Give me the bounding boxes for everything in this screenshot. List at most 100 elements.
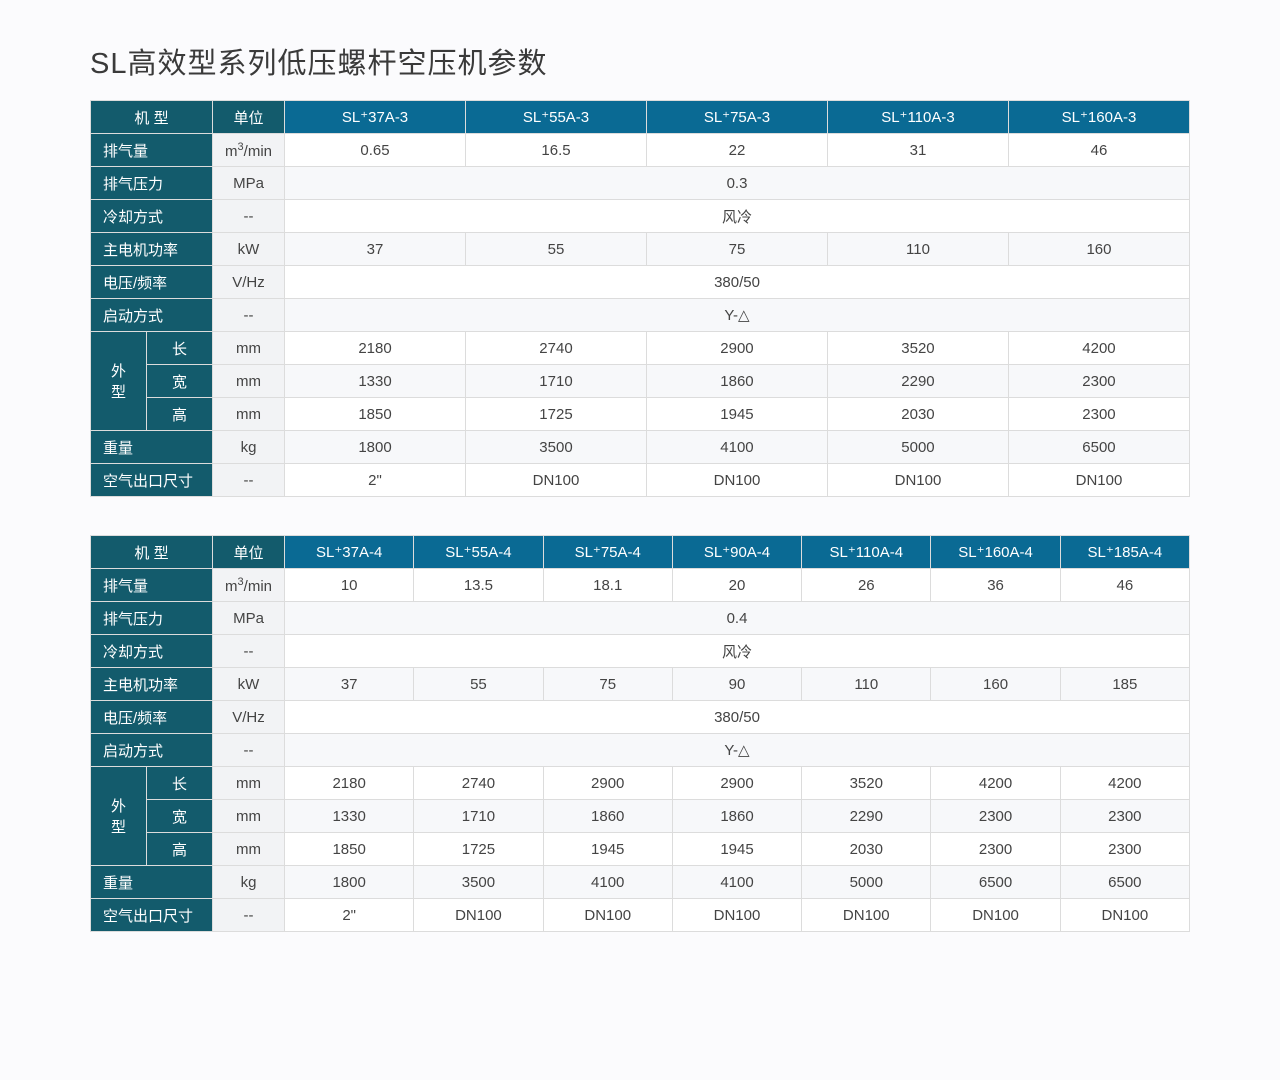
row-label: 空气出口尺寸 bbox=[91, 464, 213, 497]
hdr-model: 机 型 bbox=[91, 536, 213, 569]
data-cell: Y-△ bbox=[285, 734, 1190, 767]
row-label: 冷却方式 bbox=[91, 635, 213, 668]
data-cell: 4100 bbox=[543, 866, 672, 899]
unit-cell: mm bbox=[213, 332, 285, 365]
row-label: 长 bbox=[147, 332, 213, 365]
data-cell: 3520 bbox=[827, 332, 1008, 365]
model-col: SL⁺55A-3 bbox=[466, 101, 647, 134]
data-cell: 2740 bbox=[414, 767, 543, 800]
unit-cell: mm bbox=[213, 398, 285, 431]
model-col: SL⁺75A-4 bbox=[543, 536, 672, 569]
data-cell: 0.65 bbox=[285, 134, 466, 167]
data-cell: DN100 bbox=[466, 464, 647, 497]
data-cell: 5000 bbox=[827, 431, 1008, 464]
data-cell: 13.5 bbox=[414, 569, 543, 602]
unit-cell: mm bbox=[213, 800, 285, 833]
model-col: SL⁺37A-3 bbox=[285, 101, 466, 134]
model-col: SL⁺90A-4 bbox=[672, 536, 801, 569]
unit-cell: m3/min bbox=[213, 569, 285, 602]
unit-cell: MPa bbox=[213, 602, 285, 635]
row-label: 电压/频率 bbox=[91, 701, 213, 734]
row-label: 排气量 bbox=[91, 134, 213, 167]
data-cell: DN100 bbox=[827, 464, 1008, 497]
model-col: SL⁺110A-3 bbox=[827, 101, 1008, 134]
row-label: 宽 bbox=[147, 365, 213, 398]
data-cell: 6500 bbox=[1060, 866, 1189, 899]
unit-cell: V/Hz bbox=[213, 266, 285, 299]
unit-cell: mm bbox=[213, 767, 285, 800]
data-cell: 75 bbox=[646, 233, 827, 266]
data-cell: 1945 bbox=[646, 398, 827, 431]
data-cell: 2300 bbox=[931, 800, 1060, 833]
data-cell: 4100 bbox=[646, 431, 827, 464]
data-cell: 36 bbox=[931, 569, 1060, 602]
data-cell: 1710 bbox=[466, 365, 647, 398]
data-cell: 1800 bbox=[285, 866, 414, 899]
data-cell: 380/50 bbox=[285, 701, 1190, 734]
data-cell: 1850 bbox=[285, 833, 414, 866]
data-cell: DN100 bbox=[1060, 899, 1189, 932]
data-cell: 2900 bbox=[672, 767, 801, 800]
data-cell: 5000 bbox=[802, 866, 931, 899]
row-label: 排气压力 bbox=[91, 602, 213, 635]
spec-table-1: 机 型 单位 SL⁺37A-3 SL⁺55A-3 SL⁺75A-3 SL⁺110… bbox=[90, 100, 1190, 497]
model-col: SL⁺110A-4 bbox=[802, 536, 931, 569]
row-label-dim: 外型 bbox=[91, 332, 147, 431]
row-label: 重量 bbox=[91, 866, 213, 899]
data-cell: 4200 bbox=[931, 767, 1060, 800]
data-cell: 380/50 bbox=[285, 266, 1190, 299]
data-cell: 3500 bbox=[466, 431, 647, 464]
data-cell: 1945 bbox=[672, 833, 801, 866]
unit-cell: kg bbox=[213, 866, 285, 899]
data-cell: 1725 bbox=[414, 833, 543, 866]
data-cell: 3520 bbox=[802, 767, 931, 800]
row-label: 主电机功率 bbox=[91, 668, 213, 701]
data-cell: 185 bbox=[1060, 668, 1189, 701]
data-cell: 4200 bbox=[1060, 767, 1189, 800]
data-cell: 2" bbox=[285, 899, 414, 932]
row-label: 主电机功率 bbox=[91, 233, 213, 266]
model-col: SL⁺160A-3 bbox=[1008, 101, 1189, 134]
data-cell: 4100 bbox=[672, 866, 801, 899]
data-cell: 90 bbox=[672, 668, 801, 701]
model-col: SL⁺55A-4 bbox=[414, 536, 543, 569]
hdr-model: 机 型 bbox=[91, 101, 213, 134]
data-cell: DN100 bbox=[672, 899, 801, 932]
unit-cell: -- bbox=[213, 299, 285, 332]
hdr-unit: 单位 bbox=[213, 536, 285, 569]
data-cell: 2300 bbox=[1060, 800, 1189, 833]
row-label: 排气压力 bbox=[91, 167, 213, 200]
data-cell: 110 bbox=[827, 233, 1008, 266]
data-cell: 2030 bbox=[827, 398, 1008, 431]
row-label: 长 bbox=[147, 767, 213, 800]
data-cell: 37 bbox=[285, 233, 466, 266]
data-cell: 1725 bbox=[466, 398, 647, 431]
row-label: 高 bbox=[147, 833, 213, 866]
row-label: 高 bbox=[147, 398, 213, 431]
row-label: 排气量 bbox=[91, 569, 213, 602]
data-cell: 6500 bbox=[931, 866, 1060, 899]
unit-cell: MPa bbox=[213, 167, 285, 200]
unit-cell: mm bbox=[213, 365, 285, 398]
data-cell: 20 bbox=[672, 569, 801, 602]
data-cell: 1945 bbox=[543, 833, 672, 866]
data-cell: DN100 bbox=[543, 899, 672, 932]
data-cell: 1860 bbox=[543, 800, 672, 833]
data-cell: 37 bbox=[285, 668, 414, 701]
data-cell: 110 bbox=[802, 668, 931, 701]
row-label: 空气出口尺寸 bbox=[91, 899, 213, 932]
model-col: SL⁺185A-4 bbox=[1060, 536, 1189, 569]
data-cell: 55 bbox=[414, 668, 543, 701]
unit-cell: m3/min bbox=[213, 134, 285, 167]
data-cell: Y-△ bbox=[285, 299, 1190, 332]
data-cell: 2290 bbox=[827, 365, 1008, 398]
data-cell: DN100 bbox=[1008, 464, 1189, 497]
data-cell: 1860 bbox=[672, 800, 801, 833]
data-cell: 46 bbox=[1060, 569, 1189, 602]
unit-cell: -- bbox=[213, 899, 285, 932]
data-cell: 1860 bbox=[646, 365, 827, 398]
data-cell: 160 bbox=[1008, 233, 1189, 266]
hdr-unit: 单位 bbox=[213, 101, 285, 134]
row-label: 启动方式 bbox=[91, 734, 213, 767]
model-col: SL⁺37A-4 bbox=[285, 536, 414, 569]
